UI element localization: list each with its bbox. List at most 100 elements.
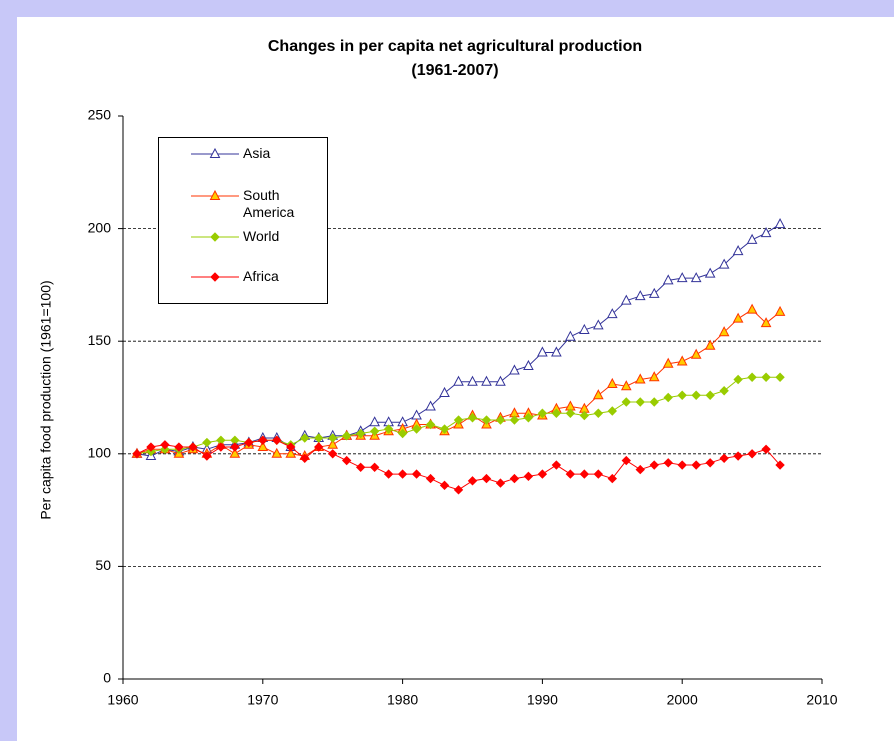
data-point xyxy=(677,390,687,400)
data-point xyxy=(704,339,716,350)
data-point xyxy=(606,308,618,319)
data-point xyxy=(341,455,352,466)
data-point xyxy=(509,473,520,484)
y-tick-label: 50 xyxy=(95,557,111,573)
data-point xyxy=(314,433,324,443)
data-point xyxy=(761,372,771,382)
data-point xyxy=(327,449,338,459)
data-point xyxy=(523,359,534,370)
data-point xyxy=(551,408,562,418)
data-point xyxy=(314,442,324,452)
data-point xyxy=(691,460,701,470)
data-point xyxy=(272,435,282,445)
data-point xyxy=(551,346,562,357)
legend-symbol xyxy=(191,232,239,242)
data-point xyxy=(397,428,408,439)
data-point xyxy=(453,375,464,386)
data-point xyxy=(439,386,450,397)
legend-marker xyxy=(210,232,220,242)
data-point xyxy=(732,245,744,256)
data-point xyxy=(705,390,715,400)
y-tick-label: 250 xyxy=(88,107,112,123)
data-point xyxy=(355,428,366,439)
chart-subtitle: (1961-2007) xyxy=(411,62,498,79)
data-point xyxy=(634,290,646,301)
data-point xyxy=(216,442,226,452)
data-point xyxy=(565,469,576,479)
data-point xyxy=(579,323,590,334)
data-point xyxy=(760,317,772,328)
data-point xyxy=(327,438,339,449)
y-tick-label: 100 xyxy=(88,445,112,461)
data-point xyxy=(453,485,464,495)
data-point xyxy=(481,473,492,484)
x-tick-label: 1970 xyxy=(247,692,278,708)
data-point xyxy=(411,424,422,434)
legend-symbol xyxy=(191,189,239,200)
data-point xyxy=(592,319,604,330)
data-point xyxy=(411,469,422,479)
data-point xyxy=(439,480,450,491)
data-point xyxy=(607,473,618,484)
data-point xyxy=(774,218,786,229)
data-point xyxy=(677,460,687,470)
data-point xyxy=(467,375,478,386)
data-point xyxy=(663,458,673,468)
data-point xyxy=(481,415,492,425)
data-point xyxy=(705,458,715,468)
data-point xyxy=(425,400,436,411)
data-point xyxy=(690,272,702,283)
data-point xyxy=(453,415,464,425)
data-point xyxy=(327,433,338,443)
data-point xyxy=(719,386,729,396)
data-point xyxy=(551,460,562,470)
data-point xyxy=(621,455,631,466)
data-point xyxy=(495,375,506,386)
legend-marker xyxy=(209,147,221,158)
legend-symbol xyxy=(191,272,239,282)
data-point xyxy=(174,442,184,452)
data-point xyxy=(691,390,701,400)
data-point xyxy=(341,431,352,441)
data-point xyxy=(523,471,534,482)
data-point xyxy=(285,447,297,458)
data-point xyxy=(509,415,520,425)
data-point xyxy=(369,462,380,473)
data-point xyxy=(746,233,758,244)
data-point xyxy=(704,267,716,278)
data-point xyxy=(300,433,310,443)
data-point xyxy=(481,375,492,386)
data-point xyxy=(746,303,758,314)
x-tick-label: 1980 xyxy=(387,692,418,708)
data-point xyxy=(229,447,241,458)
data-point xyxy=(523,413,534,423)
data-point xyxy=(663,392,673,403)
data-point xyxy=(411,409,422,420)
data-point xyxy=(718,326,730,337)
data-point xyxy=(300,453,310,464)
data-point xyxy=(775,372,785,382)
data-point xyxy=(467,413,478,423)
y-tick-label: 0 xyxy=(103,670,111,686)
data-point xyxy=(286,442,296,452)
data-point xyxy=(202,451,212,461)
data-point xyxy=(719,453,729,464)
x-tick-label: 2000 xyxy=(667,692,698,708)
data-point xyxy=(271,447,283,458)
data-point xyxy=(397,469,408,479)
data-point xyxy=(607,406,618,416)
data-point xyxy=(690,348,702,359)
legend-symbol xyxy=(191,147,239,158)
data-point xyxy=(733,451,743,461)
data-point xyxy=(439,424,450,434)
data-point xyxy=(648,371,660,382)
data-point xyxy=(537,346,548,357)
data-point xyxy=(160,440,170,450)
data-point xyxy=(369,416,380,427)
data-point xyxy=(606,377,618,388)
y-tick-label: 200 xyxy=(88,219,112,235)
data-point xyxy=(635,464,645,475)
data-point xyxy=(775,460,785,470)
